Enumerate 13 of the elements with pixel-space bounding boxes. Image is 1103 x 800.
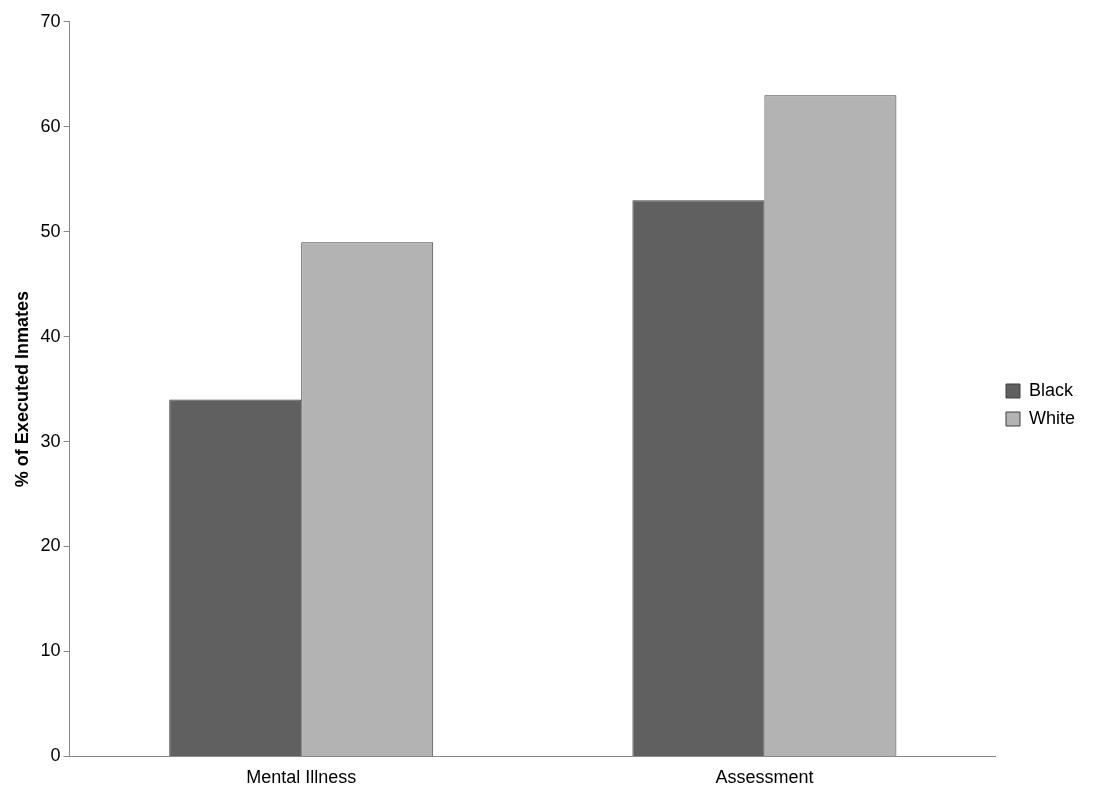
y-tick-label: 50 [40, 220, 61, 241]
y-tick-label: 70 [40, 10, 61, 31]
legend-label: Black [1028, 379, 1074, 400]
y-tick-label: 60 [40, 115, 61, 136]
y-tick-label: 40 [40, 325, 61, 346]
y-axis-title: % of Executed Inmates [11, 291, 32, 488]
legend-label: White [1028, 407, 1075, 428]
y-tick-label: 30 [40, 430, 61, 451]
y-tick-label: 10 [40, 640, 61, 661]
y-tick-label: 20 [40, 535, 61, 556]
x-tick-label: Assessment [715, 767, 814, 788]
x-tick-label: Mental Illness [246, 767, 357, 788]
y-tick-label: 0 [50, 745, 61, 766]
